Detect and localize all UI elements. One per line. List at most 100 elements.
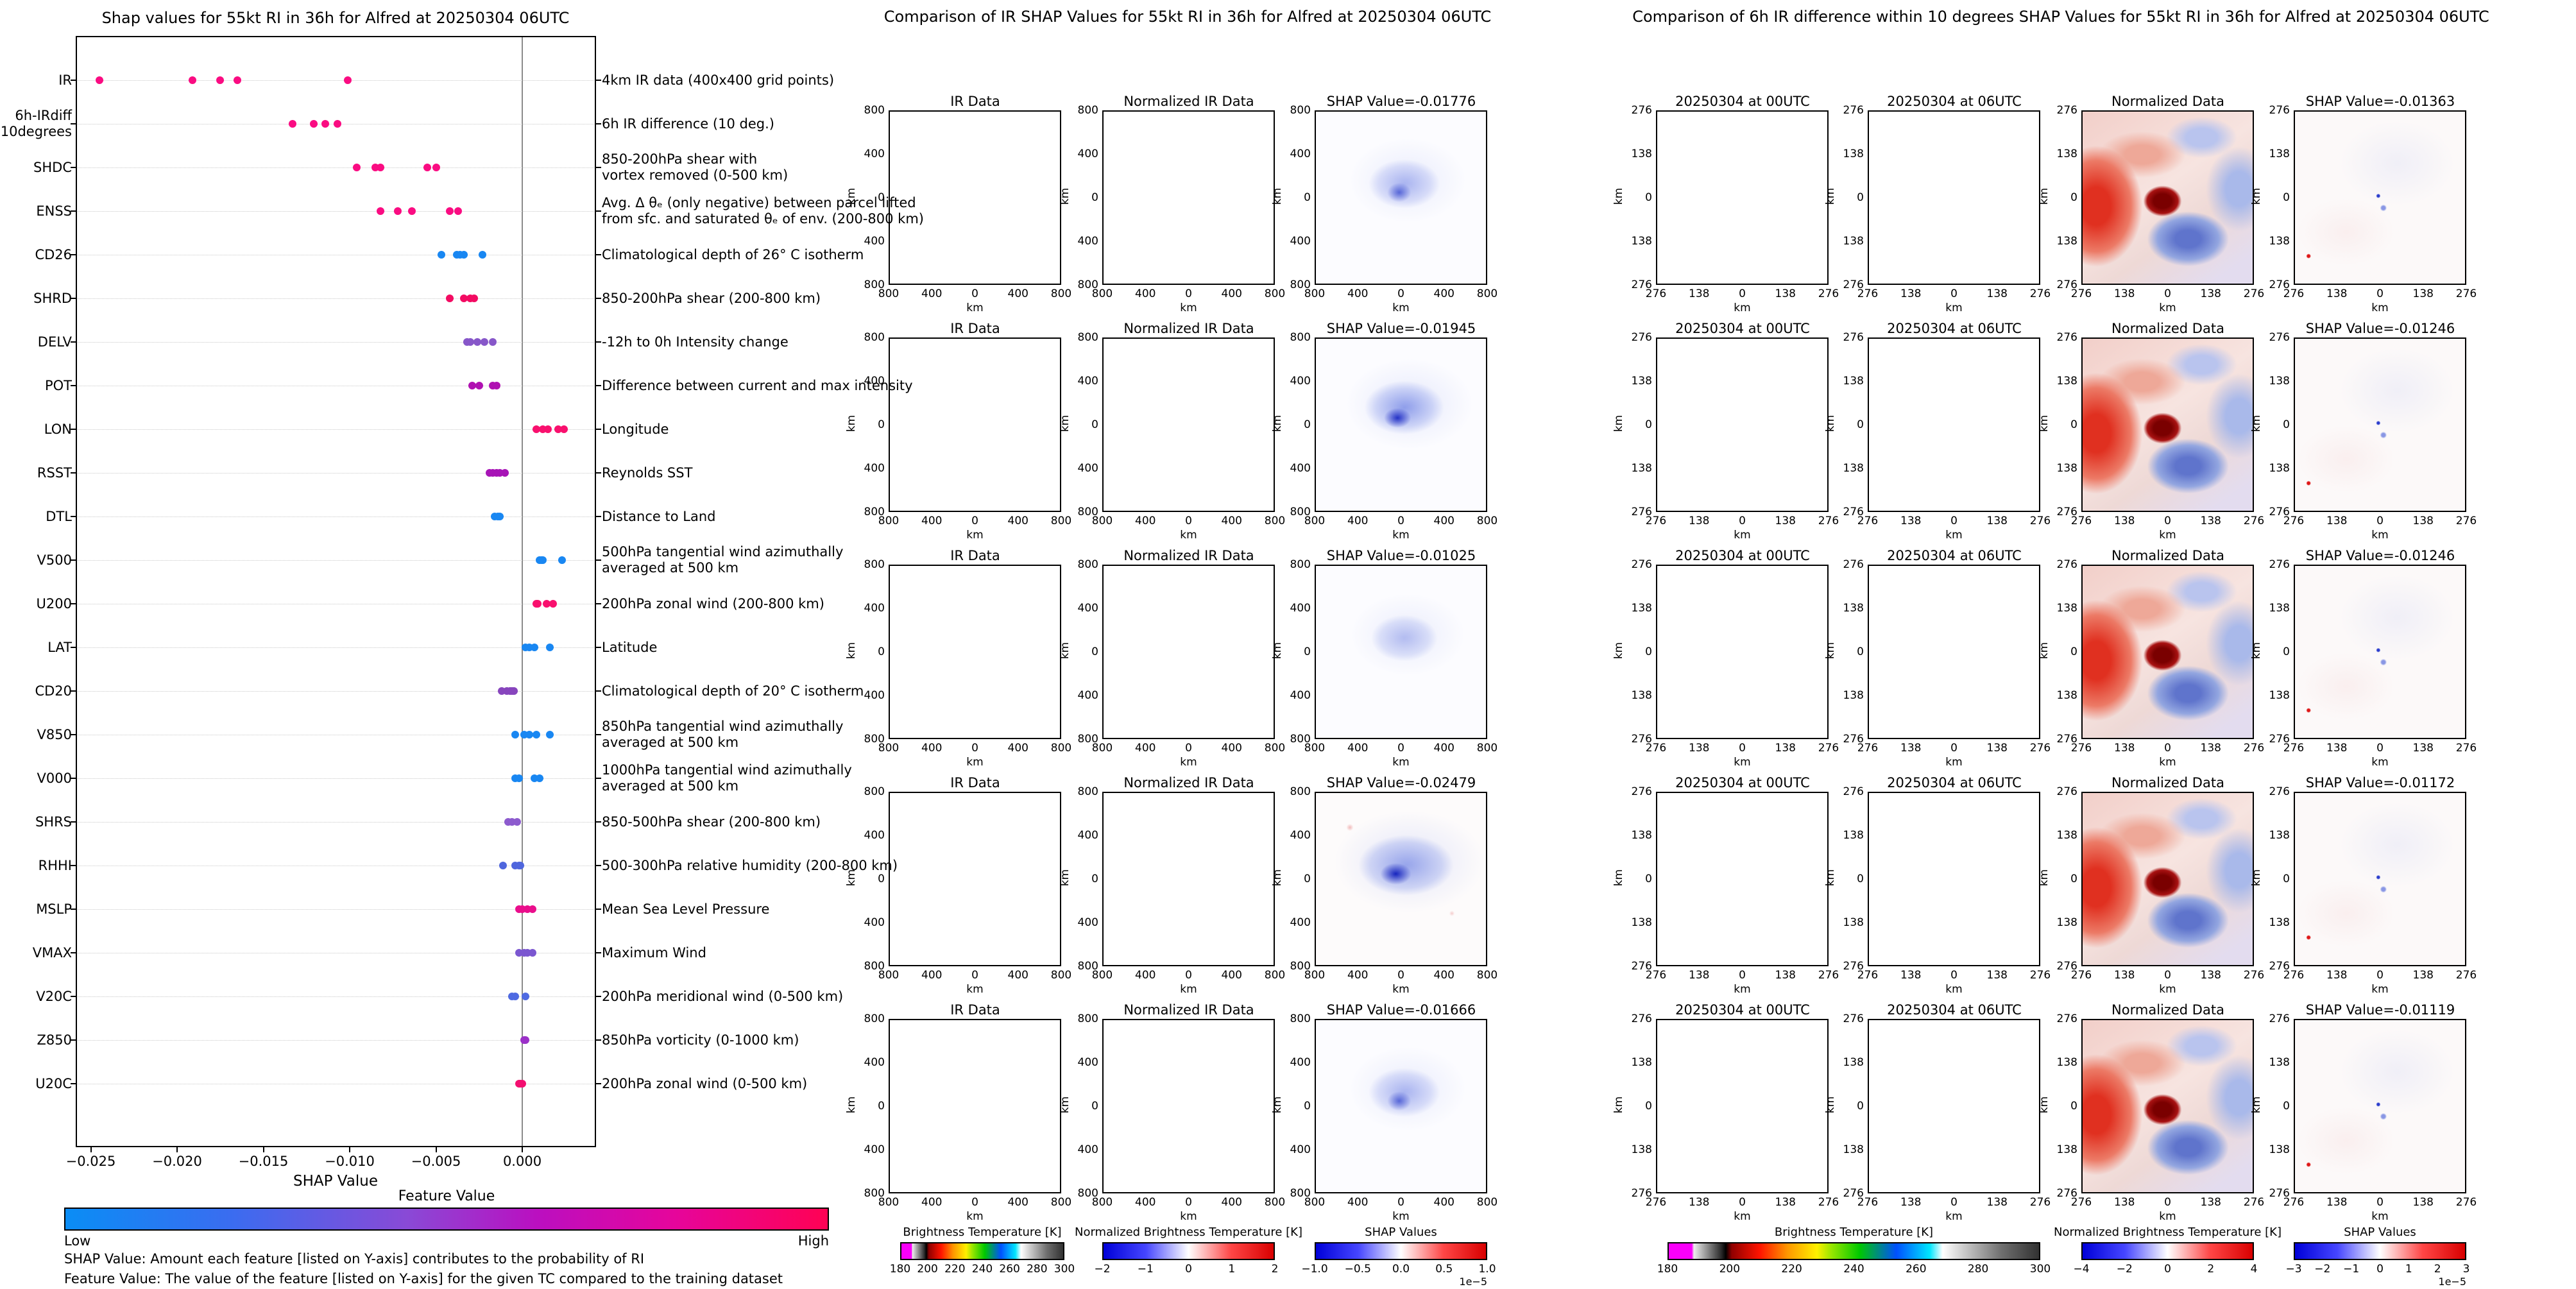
feature-label: CD20	[35, 683, 72, 699]
x-tick-label: 0	[1739, 1196, 1746, 1209]
shap-dot	[352, 164, 361, 171]
y-tick-label: 0	[2283, 418, 2290, 431]
description-tick-mark	[596, 603, 601, 604]
y-tick-label: 800	[1077, 558, 1098, 571]
x-tick-label: 138	[1775, 742, 1796, 755]
y-tick-label: 400	[1077, 602, 1098, 615]
x-axis-unit-label: km	[1945, 1210, 1963, 1223]
y-tick-label: 400	[1077, 916, 1098, 929]
y-tick-label: 0	[1857, 418, 1864, 431]
x-tick-label: −0.005	[411, 1154, 461, 1169]
shap-dot	[518, 1080, 526, 1088]
y-tick-mark	[71, 821, 76, 823]
x-tick-label: 800	[1264, 515, 1286, 527]
x-tick-label: 276	[2029, 742, 2051, 755]
x-axis-unit-label: km	[2371, 756, 2389, 769]
x-tick-label: 400	[921, 1196, 943, 1209]
x-tick-label: 800	[1304, 1196, 1326, 1209]
y-tick-label: 400	[1290, 148, 1311, 160]
colorbar-tick-label: −1	[1137, 1263, 1154, 1276]
shap-dot	[542, 600, 550, 608]
x-tick-label: 800	[878, 287, 900, 300]
y-axis-unit-label: km	[2250, 1096, 2263, 1114]
y-tick-label: 138	[2269, 375, 2290, 388]
ir10a-map-image	[1656, 1019, 1829, 1193]
x-axis-unit-label: km	[1734, 1210, 1751, 1223]
description-tick-mark	[596, 734, 601, 735]
shap-dot	[546, 644, 554, 651]
x-tick-label: 276	[2283, 969, 2305, 982]
feature-description: Latitude	[602, 639, 658, 655]
subplot-title: Normalized Data	[2111, 1002, 2224, 1018]
y-axis-unit-label: km	[845, 869, 858, 887]
x-tick-label: 138	[2200, 515, 2221, 527]
y-tick-label: 0	[2283, 873, 2290, 885]
y-tick-label: 138	[2056, 462, 2077, 475]
y-tick-label: 800	[864, 785, 885, 798]
subplot-title: IR Data	[950, 775, 1000, 790]
subplot-title: Normalized IR Data	[1123, 775, 1254, 790]
x-tick-label: 800	[1264, 287, 1286, 300]
x-tick-label: 276	[1818, 515, 1839, 527]
x-tick-label: 0	[1950, 1196, 1958, 1209]
shap-dot	[544, 425, 552, 433]
y-axis-unit-label: km	[2038, 414, 2051, 432]
y-tick-label: 0	[1857, 645, 1864, 658]
colorbar-tick-label: −1	[2343, 1263, 2360, 1276]
y-tick-label: 0	[1645, 418, 1652, 431]
x-tick-label: 0	[1185, 515, 1192, 527]
y-tick-label: 0	[2283, 645, 2290, 658]
x-tick-label: 276	[2243, 287, 2265, 300]
y-tick-label: 800	[1290, 331, 1311, 344]
y-tick-label: 138	[1631, 602, 1652, 615]
feature-description: Reynolds SST	[602, 465, 693, 481]
subplot-title: SHAP Value=-0.01246	[2305, 321, 2455, 336]
normir-map-image	[1102, 1019, 1275, 1193]
y-tick-label: 0	[1304, 645, 1311, 658]
y-tick-label: 138	[2269, 829, 2290, 842]
x-axis-unit-label: km	[966, 302, 984, 314]
shap-dot	[511, 993, 520, 1000]
y-tick-label: 0	[1645, 645, 1652, 658]
x-tick-label: 138	[1900, 742, 1922, 755]
shap-value-note: SHAP Value: Amount each feature [listed …	[64, 1251, 645, 1267]
x-tick-label: 0	[2164, 969, 2171, 982]
feature-label: SHRD	[33, 290, 72, 306]
feature-description: 850hPa vorticity (0-1000 km)	[602, 1032, 799, 1048]
y-tick-label: 400	[864, 1143, 885, 1156]
x-axis-unit-label: km	[2371, 302, 2389, 314]
shap-dot	[499, 862, 508, 869]
x-tick-label: 400	[1007, 515, 1028, 527]
y-tick-label: 800	[1290, 960, 1311, 973]
x-tick-label: 400	[921, 969, 943, 982]
y-tick-label: 276	[1843, 558, 1864, 571]
shap-dot	[446, 295, 454, 302]
x-tick-label: 400	[1433, 742, 1454, 755]
ir-map-image	[889, 1019, 1061, 1193]
y-tick-label: 400	[864, 602, 885, 615]
x-tick-label: 138	[2200, 287, 2221, 300]
shap-dot	[489, 338, 497, 346]
y-tick-label: 0	[1091, 645, 1098, 658]
x-tick-label: −0.020	[152, 1154, 202, 1169]
x-tick-label: 138	[1900, 287, 1922, 300]
colorbar-exponent-label: 1e−5	[1459, 1276, 1487, 1288]
x-tick-label: 400	[1433, 515, 1454, 527]
shap-dot	[423, 164, 432, 171]
feature-description: 850-200hPa shear (200-800 km)	[602, 290, 821, 306]
x-axis-unit-label: km	[1180, 1210, 1197, 1223]
y-tick-label: 400	[1077, 375, 1098, 388]
y-axis-unit-label: km	[845, 1096, 858, 1114]
x-tick-label: 400	[1347, 515, 1369, 527]
feature-label: VMAX	[32, 944, 72, 960]
x-tick-label: 800	[1476, 287, 1498, 300]
y-axis-unit-label: km	[1612, 869, 1625, 887]
y-tick-label: 138	[1631, 462, 1652, 475]
shap-dot	[532, 731, 540, 738]
x-tick-label: 138	[2326, 969, 2348, 982]
colorbar-tick-label: 3	[2462, 1263, 2470, 1276]
x-tick-label: 400	[1135, 287, 1156, 300]
x-axis-unit-label: km	[2159, 756, 2176, 769]
colorbar-tick-label: 300	[2029, 1263, 2051, 1276]
subplot-title: Normalized Data	[2111, 775, 2224, 790]
